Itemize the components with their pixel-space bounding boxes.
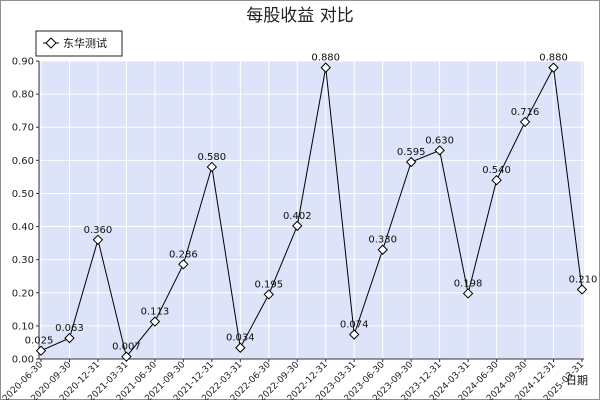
data-label: 0.198: [454, 278, 483, 289]
legend-marker-icon: [45, 37, 57, 49]
data-point: [292, 220, 303, 232]
legend: 东华测试: [35, 30, 123, 57]
data-point: [263, 289, 274, 300]
data-point: [434, 145, 445, 156]
data-label: 0.063: [55, 323, 84, 334]
series-line: [40, 65, 583, 358]
data-label: 0.630: [425, 135, 454, 146]
data-label: 0.540: [482, 165, 511, 176]
data-point: [149, 316, 161, 327]
data-point: [576, 284, 588, 295]
data-label: 0.195: [254, 279, 283, 290]
y-tick-label: 0.40: [12, 222, 34, 233]
data-label: 0.880: [311, 53, 340, 64]
y-tick-label: 0.70: [12, 123, 34, 134]
y-tick-label: 0.20: [12, 288, 34, 299]
data-label: 0.074: [340, 319, 369, 330]
y-axis-ticks: 0.00 0.10 0.20 0.30 0.40 0.50 0.60 0.70 0.80 0.90: [12, 57, 39, 366]
y-tick-label: 0.30: [12, 255, 34, 266]
data-point: [206, 161, 218, 173]
data-label: 0.402: [283, 211, 312, 222]
data-point: [405, 156, 417, 168]
data-point: [491, 174, 502, 186]
data-point: [320, 62, 331, 73]
legend-label: 东华测试: [63, 36, 107, 50]
data-point: [178, 259, 189, 270]
plot-area: [39, 61, 584, 359]
data-label: 0.113: [141, 307, 170, 318]
data-label: 0.210: [569, 274, 598, 285]
x-axis-ticks: 2020-06-302020-09-302020-12-312021-03-31…: [1, 359, 586, 400]
data-label: 0.580: [198, 152, 227, 163]
grid-lines: [39, 60, 584, 359]
data-point: [92, 234, 104, 246]
series-group: [35, 62, 588, 362]
data-label: 0.007: [112, 342, 141, 353]
data-point: [235, 342, 246, 353]
data-point: [377, 244, 388, 255]
data-label: 0.034: [226, 333, 255, 344]
y-tick-label: 0.00: [12, 355, 34, 366]
data-point: [349, 329, 360, 340]
data-label: 0.025: [25, 336, 54, 347]
y-tick-label: 0.60: [12, 156, 34, 167]
axes: [38, 61, 584, 360]
y-tick-label: 0.90: [12, 57, 34, 68]
y-tick-label: 0.80: [12, 90, 34, 101]
data-label: 0.360: [84, 225, 113, 236]
data-point: [462, 288, 474, 299]
chart-title: 每股收益 对比: [246, 6, 353, 26]
y-tick-label: 0.50: [12, 189, 34, 200]
data-label: 0.880: [539, 53, 568, 64]
x-axis-label: 日期: [566, 374, 588, 387]
y-tick-label: 0.10: [12, 321, 34, 332]
data-point: [35, 345, 47, 356]
data-label: 0.286: [169, 249, 198, 260]
data-label: 0.330: [368, 235, 397, 246]
data-label: 0.716: [511, 107, 540, 118]
data-label: 0.595: [397, 147, 426, 158]
data-point: [519, 116, 531, 128]
data-point: [64, 332, 75, 344]
data-point: [121, 351, 132, 362]
data-point: [548, 62, 559, 73]
